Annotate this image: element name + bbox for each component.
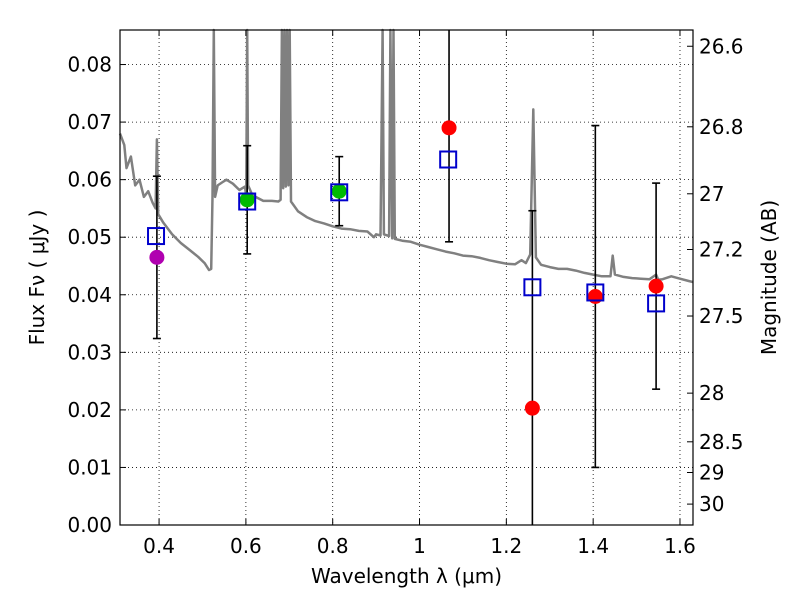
model-point: [330, 183, 349, 202]
grid: [120, 30, 693, 526]
model-point: [523, 278, 542, 297]
magnitude-axis-label: Magnitude (AB): [757, 200, 781, 355]
magnitude-tick-label: 28.5: [699, 430, 744, 454]
magnitude-tick-label: 26.8: [699, 115, 744, 139]
observed-point: [587, 288, 603, 304]
y-tick-label: 0.04: [67, 283, 112, 307]
model-point: [238, 192, 257, 211]
observed-point: [239, 192, 255, 208]
magnitude-tick-label: 27.5: [699, 304, 744, 328]
x-tick-label: 1.2: [490, 534, 522, 558]
magnitude-tick-label: 29: [699, 461, 724, 485]
y-axis-label: Flux Fν ( μJy ): [25, 210, 49, 346]
y-axis-ticks: 0.00 0.01 0.02 0.03 0.04 0.05 0.06 0.07 0.08: [67, 53, 126, 537]
observed-point: [149, 249, 165, 265]
y-tick-label: 0.01: [67, 455, 112, 479]
template-sed: [118, 28, 694, 284]
y-tick-label: 0.05: [67, 225, 112, 249]
y-tick-label: 0.00: [67, 513, 112, 537]
x-tick-label: 0.4: [143, 534, 175, 558]
model-point: [586, 283, 605, 302]
y-tick-label: 0.02: [67, 398, 112, 422]
observed-point: [331, 183, 347, 199]
model-point: [439, 150, 458, 169]
y-tick-label: 0.03: [67, 340, 112, 364]
observed-points: [149, 120, 664, 416]
magnitude-tick-label: 27.2: [699, 238, 744, 262]
error-bars: [152, 30, 661, 525]
y-tick-label: 0.08: [67, 53, 112, 77]
magnitude-tick-label: 26.6: [699, 34, 744, 58]
observed-point: [648, 278, 664, 294]
template-sed-line: [118, 28, 694, 284]
model-point: [147, 227, 166, 246]
x-tick-label: 1: [413, 534, 426, 558]
magnitude-tick-label: 30: [699, 492, 724, 516]
x-axis-ticks: 0.4 0.6 0.8 1 1.2 1.4 1.6: [143, 30, 696, 558]
x-tick-label: 0.8: [317, 534, 349, 558]
magnitude-axis-ticks: 26.6 26.8 27 27.2 27.5 28 28.5 29 30: [687, 34, 744, 516]
plot-frame: [119, 29, 694, 526]
x-tick-label: 1.6: [664, 534, 696, 558]
magnitude-tick-label: 28: [699, 381, 724, 405]
y-tick-label: 0.06: [67, 168, 112, 192]
observed-point: [441, 120, 457, 136]
x-axis-label: Wavelength λ (μm): [311, 564, 502, 588]
y-tick-label: 0.07: [67, 110, 112, 134]
x-tick-label: 1.4: [577, 534, 609, 558]
magnitude-tick-label: 27: [699, 182, 724, 206]
x-tick-label: 0.6: [230, 534, 262, 558]
model-points: [147, 150, 666, 313]
observed-point: [524, 400, 540, 416]
model-point: [647, 294, 666, 313]
